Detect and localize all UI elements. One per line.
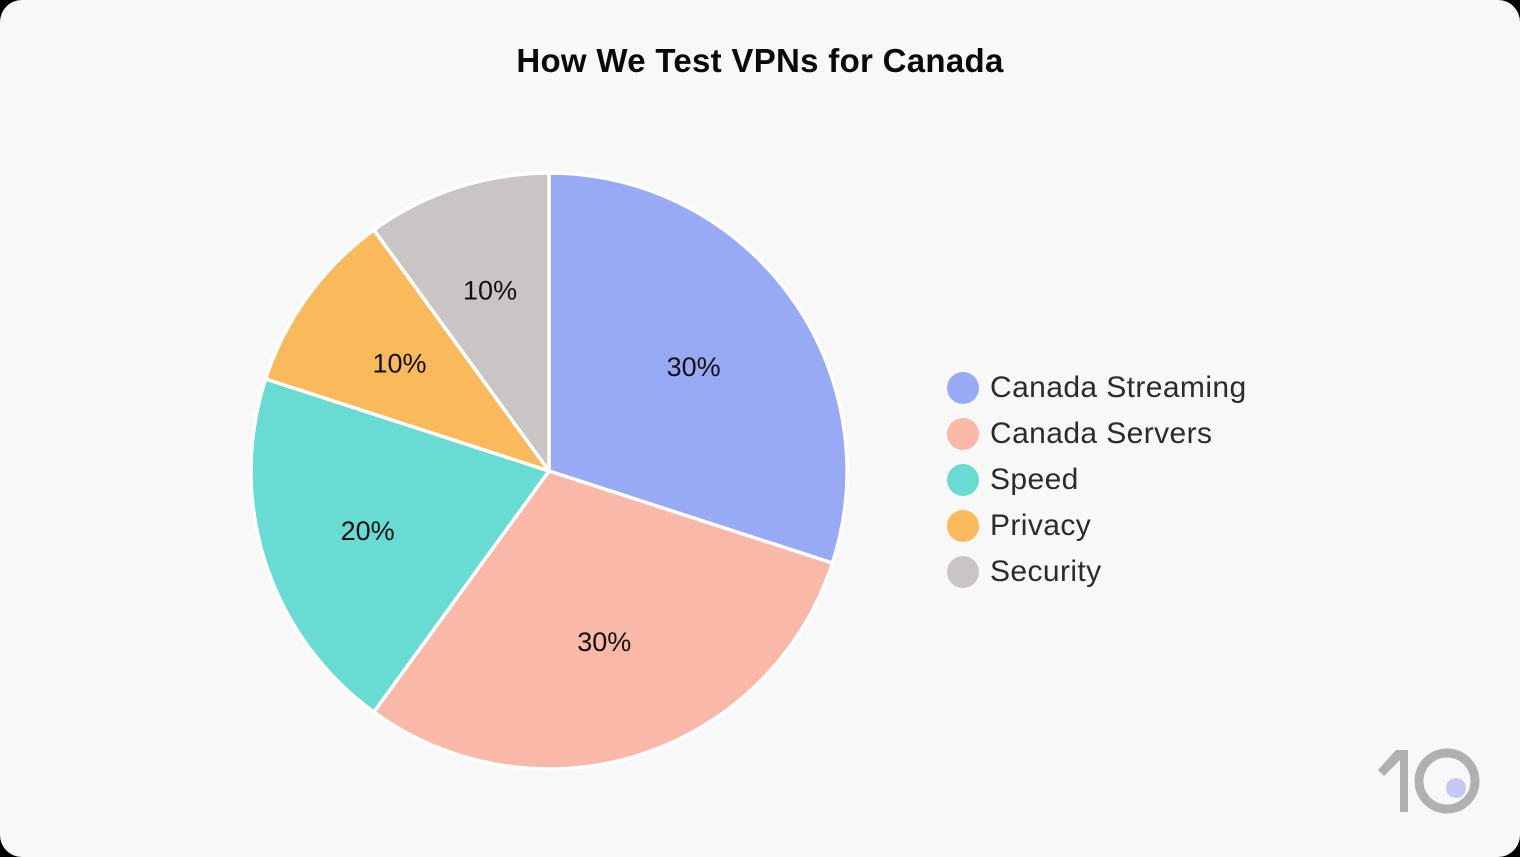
pie-slice-security xyxy=(372,171,551,473)
pie-slice-speed xyxy=(249,377,551,714)
slice-value-label: 10% xyxy=(463,276,517,306)
chart-title: How We Test VPNs for Canada xyxy=(516,42,1004,79)
legend-item-canada-servers: Canada Servers xyxy=(947,411,1247,457)
slice-value-label: 20% xyxy=(341,516,395,546)
slice-value-label: 30% xyxy=(577,627,631,657)
pie-slice-privacy xyxy=(263,228,551,473)
slice-value-label: 10% xyxy=(373,348,427,378)
legend-swatch-icon xyxy=(947,510,979,542)
legend-label: Canada Servers xyxy=(990,417,1213,450)
legend-item-speed: Speed xyxy=(947,457,1247,503)
slice-value-label: 30% xyxy=(667,352,721,382)
legend-label: Canada Streaming xyxy=(990,371,1247,404)
legend-label: Security xyxy=(990,555,1102,588)
legend-item-security: Security xyxy=(947,549,1247,595)
legend-label: Privacy xyxy=(990,509,1092,542)
brand-logo-icon xyxy=(1378,748,1480,814)
legend-item-privacy: Privacy xyxy=(947,503,1247,549)
legend-label: Speed xyxy=(990,463,1079,496)
legend-item-canada-streaming: Canada Streaming xyxy=(947,365,1247,411)
legend-swatch-icon xyxy=(947,556,979,588)
legend-swatch-icon xyxy=(947,464,979,496)
pie-slice-canada-servers xyxy=(372,469,835,771)
legend: Canada Streaming Canada Servers Speed Priva… xyxy=(947,365,1247,595)
legend-swatch-icon xyxy=(947,418,979,450)
pie-slice-canada-streaming xyxy=(547,171,849,565)
legend-swatch-icon xyxy=(947,372,979,404)
